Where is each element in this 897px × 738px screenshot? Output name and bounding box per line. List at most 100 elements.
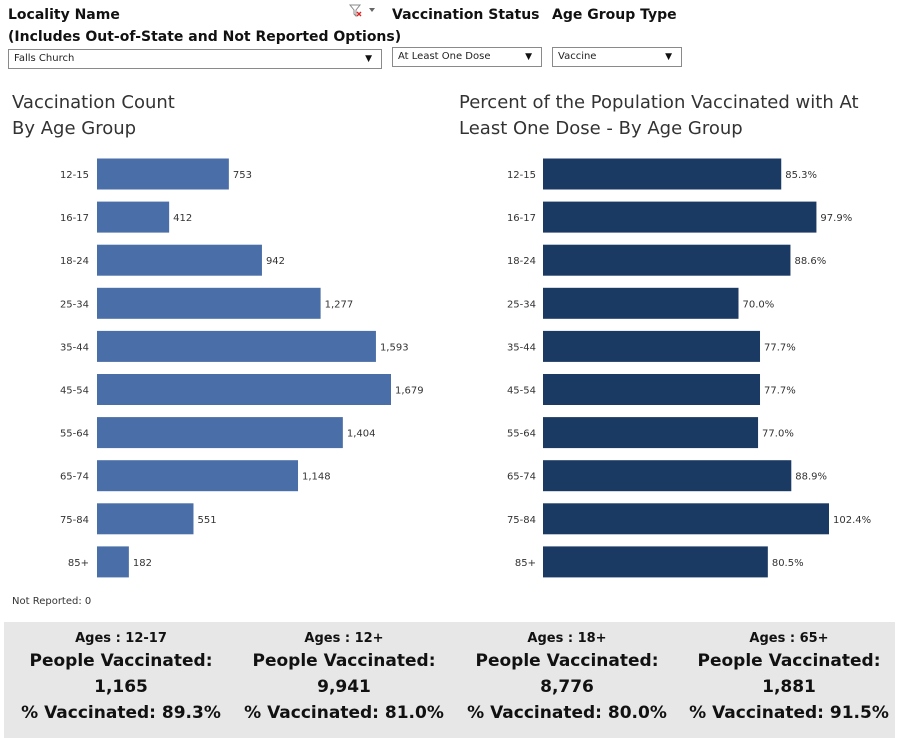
- data-label: 1,404: [347, 429, 376, 440]
- summary-header: Ages : 18+: [527, 631, 607, 646]
- tick-label: 12-15: [60, 170, 89, 181]
- bar[interactable]: [97, 244, 262, 276]
- tick-label: 65-74: [507, 472, 536, 483]
- tick-label: 45-54: [507, 386, 536, 397]
- percent-vaccinated: % Vaccinated: 89.3%: [21, 703, 221, 723]
- age-group-type-select[interactable]: Vaccine ▼: [552, 47, 682, 67]
- bar[interactable]: [543, 417, 759, 449]
- vaccination-status-label-text: Vaccination Status: [392, 7, 540, 23]
- summary-card-65-plus: Ages : 65+ People Vaccinated: 1,881 % Va…: [678, 622, 897, 726]
- bar[interactable]: [543, 546, 768, 578]
- count-chart-title: Vaccination Count By Age Group: [12, 90, 175, 142]
- bar[interactable]: [97, 417, 343, 449]
- age-group-type-label: Age Group Type: [552, 4, 677, 26]
- data-label: 412: [173, 213, 192, 224]
- locality-label-line2: (Includes Out-of-State and Not Reported …: [8, 29, 402, 45]
- data-label: 753: [233, 170, 252, 181]
- vaccination-status-label: Vaccination Status: [392, 4, 540, 26]
- tick-label: 12-15: [507, 170, 536, 181]
- chevron-down-icon: ▼: [365, 54, 372, 64]
- chevron-down-icon: ▼: [665, 52, 672, 62]
- bar[interactable]: [97, 503, 194, 535]
- summary-header: Ages : 12+: [304, 631, 384, 646]
- bar[interactable]: [97, 460, 299, 492]
- tick-label: 65-74: [60, 472, 89, 483]
- percent-vaccinated: % Vaccinated: 91.5%: [689, 703, 889, 723]
- people-vaccinated-value: 9,941: [317, 677, 371, 697]
- data-label: 88.6%: [794, 256, 826, 267]
- locality-select[interactable]: Falls Church ▼: [8, 49, 382, 69]
- tick-label: 16-17: [507, 213, 536, 224]
- bar[interactable]: [543, 244, 791, 276]
- data-label: 85.3%: [785, 170, 817, 181]
- tick-label: 16-17: [60, 213, 89, 224]
- tick-label: 85+: [68, 558, 89, 569]
- bar[interactable]: [543, 374, 761, 405]
- tick-label: 35-44: [60, 342, 89, 353]
- bar[interactable]: [97, 201, 170, 233]
- percent-chart-title: Percent of the Population Vaccinated wit…: [459, 90, 859, 142]
- data-label: 88.9%: [795, 472, 827, 483]
- percent-chart-title-line1: Percent of the Population Vaccinated wit…: [459, 92, 859, 113]
- data-label: 102.4%: [833, 515, 871, 526]
- people-vaccinated-label: People Vaccinated:: [29, 651, 213, 671]
- tick-label: 25-34: [507, 299, 536, 310]
- bar[interactable]: [97, 287, 321, 319]
- bar[interactable]: [97, 158, 229, 190]
- people-vaccinated-label: People Vaccinated:: [475, 651, 659, 671]
- data-label: 77.0%: [762, 429, 794, 440]
- bar[interactable]: [543, 287, 739, 319]
- data-label: 551: [197, 515, 216, 526]
- bar[interactable]: [543, 158, 782, 190]
- tick-label: 35-44: [507, 342, 536, 353]
- people-vaccinated-label: People Vaccinated:: [252, 651, 436, 671]
- data-label: 942: [266, 256, 285, 267]
- data-label: 77.7%: [764, 342, 796, 353]
- count-chart-title-line1: Vaccination Count: [12, 92, 175, 113]
- vaccination-status-select[interactable]: At Least One Dose ▼: [392, 47, 542, 67]
- data-label: 182: [133, 558, 152, 569]
- percent-vaccinated-chart: 12-15 85.3% 16-17 97.9% 18-24 88.6% 25-34 70.0%…: [507, 158, 871, 578]
- people-vaccinated-label: People Vaccinated:: [697, 651, 881, 671]
- tick-label: 55-64: [60, 429, 89, 440]
- data-label: 97.9%: [820, 213, 852, 224]
- tick-label: 75-84: [60, 515, 89, 526]
- age-group-type-label-text: Age Group Type: [552, 7, 677, 23]
- bar[interactable]: [97, 374, 391, 405]
- filter-clear-icon[interactable]: [348, 4, 376, 18]
- tick-label: 45-54: [60, 386, 89, 397]
- summary-card-18-plus: Ages : 18+ People Vaccinated: 8,776 % Va…: [456, 622, 678, 726]
- summary-header: Ages : 65+: [749, 631, 829, 646]
- percent-vaccinated: % Vaccinated: 80.0%: [467, 703, 667, 723]
- locality-label: Locality Name (Includes Out-of-State and…: [8, 4, 401, 48]
- vaccination-count-chart: 12-15 753 16-17 412 18-24 942 25-34 1,277 35-44 1…: [60, 158, 424, 578]
- count-chart-title-line2: By Age Group: [12, 118, 137, 139]
- summary-panel: Ages : 12-17 People Vaccinated: 1,165 % …: [4, 622, 895, 738]
- people-vaccinated-value: 1,165: [94, 677, 148, 697]
- bar[interactable]: [543, 460, 792, 492]
- locality-label-line1: Locality Name: [8, 7, 120, 23]
- chevron-down-icon: ▼: [525, 52, 532, 62]
- tick-label: 55-64: [507, 429, 536, 440]
- tick-label: 75-84: [507, 515, 536, 526]
- percent-vaccinated: % Vaccinated: 81.0%: [244, 703, 444, 723]
- summary-header: Ages : 12-17: [75, 631, 167, 646]
- data-label: 1,593: [380, 342, 409, 353]
- bar[interactable]: [543, 201, 817, 233]
- bar[interactable]: [543, 503, 829, 535]
- vaccination-status-select-value: At Least One Dose: [398, 51, 491, 62]
- people-vaccinated-value: 8,776: [540, 677, 594, 697]
- bar[interactable]: [543, 330, 761, 362]
- summary-card-12-17: Ages : 12-17 People Vaccinated: 1,165 % …: [10, 622, 232, 726]
- not-reported-text: Not Reported: 0: [12, 596, 92, 607]
- tick-label: 25-34: [60, 299, 89, 310]
- tick-label: 18-24: [507, 256, 536, 267]
- age-group-type-select-value: Vaccine: [558, 51, 597, 62]
- bar[interactable]: [97, 330, 376, 362]
- data-label: 1,148: [302, 472, 331, 483]
- data-label: 80.5%: [772, 558, 804, 569]
- tick-label: 85+: [515, 558, 536, 569]
- data-label: 70.0%: [743, 299, 775, 310]
- bar[interactable]: [97, 546, 129, 578]
- data-label: 1,679: [395, 386, 424, 397]
